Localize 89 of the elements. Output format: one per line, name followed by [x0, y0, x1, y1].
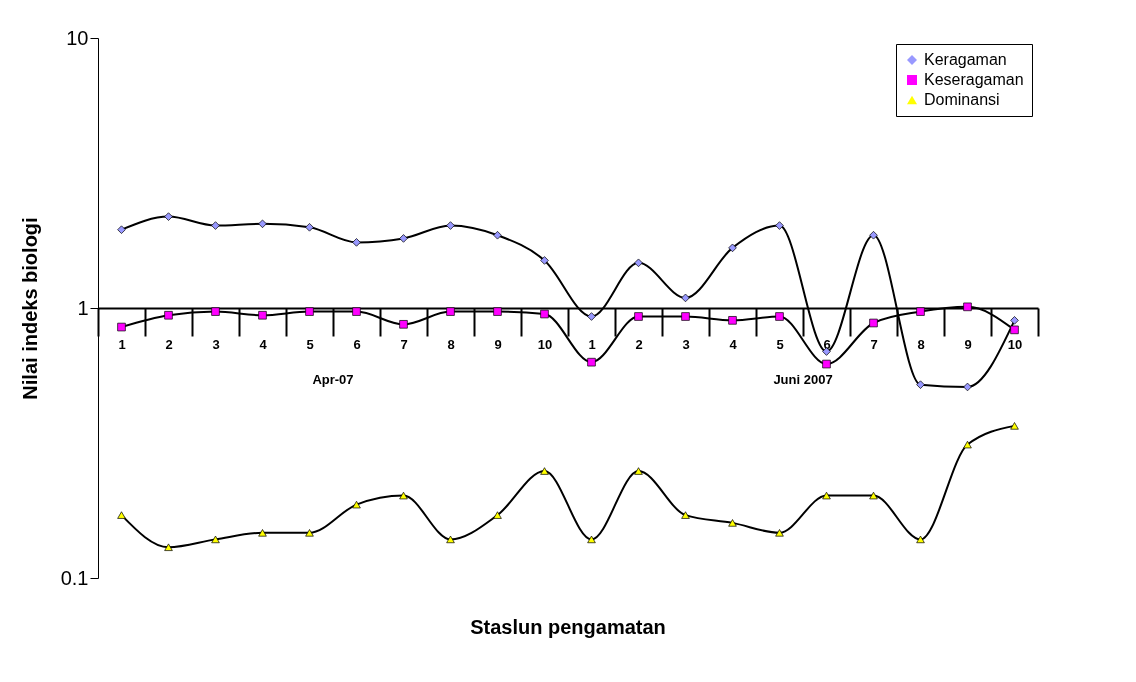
- point: [446, 535, 455, 544]
- point: [352, 500, 361, 509]
- point: [634, 467, 643, 475]
- point: [540, 467, 549, 475]
- annotation: Juni 2007: [773, 372, 833, 387]
- legend-label: Dominansi: [924, 91, 1000, 108]
- point: [1010, 316, 1019, 325]
- x-tick-label: 4: [729, 336, 738, 352]
- x-tick-label: 7: [400, 336, 408, 352]
- x-tick-label: 3: [212, 336, 220, 352]
- point: [775, 529, 784, 537]
- point: [399, 320, 408, 329]
- point: [305, 223, 314, 232]
- point: [211, 535, 220, 544]
- point: [963, 302, 972, 312]
- point: [728, 316, 737, 325]
- point: [1010, 325, 1019, 335]
- point: [164, 543, 173, 551]
- x-tick-label: 1: [588, 336, 596, 352]
- point: [446, 221, 455, 230]
- point: [869, 491, 878, 500]
- point: [164, 311, 173, 320]
- x-tick-label: 3: [682, 336, 690, 352]
- x-tick-label: 7: [870, 336, 878, 352]
- point: [117, 322, 126, 332]
- x-tick-label: 10: [537, 336, 553, 352]
- point: [916, 535, 925, 544]
- x-tick-label: 8: [917, 336, 925, 352]
- x-tick-label: 1: [118, 336, 126, 352]
- point: [963, 382, 972, 392]
- x-tick-label: 5: [306, 336, 314, 352]
- x-tick-label: 2: [165, 336, 173, 352]
- point: [681, 511, 690, 519]
- annotation: Apr-07: [312, 372, 354, 387]
- point: [493, 307, 502, 316]
- point: [916, 380, 925, 389]
- point: [634, 258, 643, 268]
- point: [587, 312, 596, 321]
- point: [493, 231, 502, 240]
- x-tick-label: 6: [353, 336, 361, 352]
- x-tick-label: 2: [635, 336, 643, 352]
- point: [1010, 422, 1019, 430]
- point: [399, 234, 408, 243]
- point: [728, 243, 737, 253]
- point: [258, 311, 267, 320]
- point: [305, 307, 314, 316]
- legend-label: Keragaman: [924, 51, 1007, 68]
- point: [446, 307, 455, 316]
- point: [728, 519, 737, 527]
- y-tick-label: 10: [66, 26, 89, 49]
- point: [963, 440, 972, 449]
- legend-label: Keseragaman: [924, 71, 1024, 88]
- point: [258, 529, 267, 537]
- x-tick-label: 5: [776, 336, 784, 352]
- y-tick-label: 1: [77, 296, 89, 319]
- point: [117, 511, 126, 519]
- point: [164, 212, 173, 221]
- point: [587, 357, 596, 367]
- point: [211, 307, 220, 316]
- point: [540, 256, 549, 265]
- x-tick-label: 4: [259, 336, 268, 352]
- point: [117, 225, 126, 234]
- point: [822, 491, 831, 500]
- x-tick-label: 9: [494, 336, 502, 352]
- x-tick-label: 6: [823, 336, 831, 352]
- point: [540, 309, 549, 319]
- x-tick-label: 10: [1007, 336, 1023, 352]
- point: [869, 231, 878, 240]
- point: [587, 535, 596, 544]
- point: [352, 238, 361, 247]
- x-tick-label: 9: [964, 336, 972, 352]
- point: [352, 307, 361, 316]
- y-tick-label: 0.1: [60, 566, 89, 589]
- point: [681, 293, 690, 303]
- point: [916, 307, 925, 316]
- x-axis-title: Staslun pengamatan: [470, 616, 666, 638]
- x-tick-label: 8: [447, 336, 455, 352]
- point: [869, 318, 878, 328]
- point: [211, 221, 220, 230]
- point: [493, 511, 502, 519]
- point: [822, 359, 831, 369]
- y-axis-title: Nilai indeks biologi: [18, 217, 41, 400]
- point: [775, 312, 784, 321]
- point: [258, 219, 267, 229]
- point: [775, 221, 784, 230]
- point: [305, 529, 314, 537]
- point: [634, 312, 643, 321]
- point: [681, 312, 690, 321]
- point: [399, 491, 408, 500]
